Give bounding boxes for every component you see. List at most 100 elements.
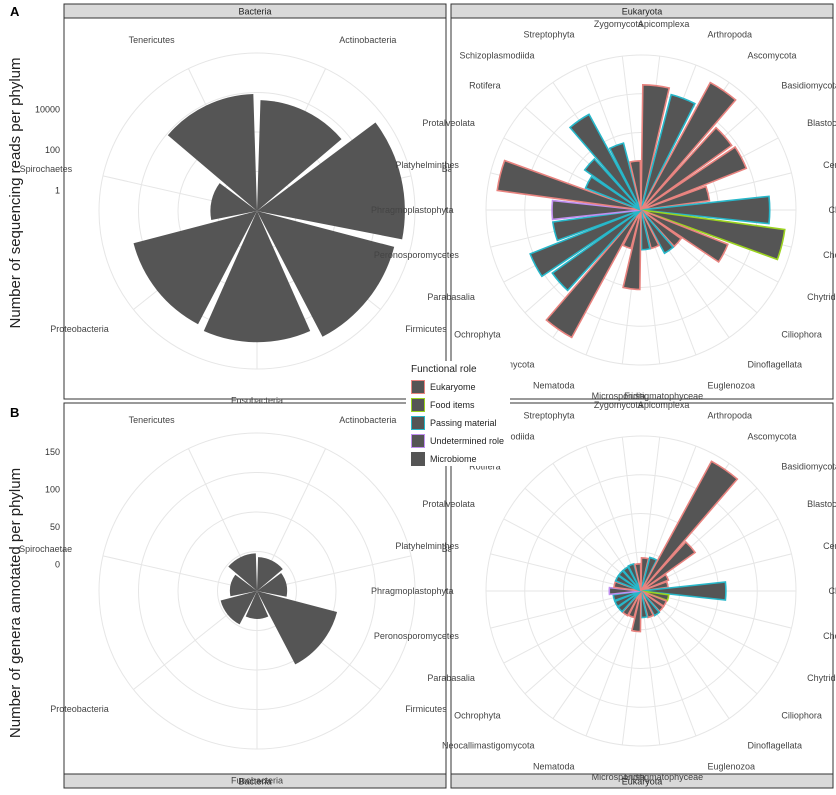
category-label: Basidiomycota bbox=[781, 81, 836, 91]
facet-strip bbox=[450, 773, 834, 789]
category-label: Spirochaetae bbox=[19, 544, 72, 554]
category-label: Parabasalia bbox=[427, 673, 475, 683]
y-tick-label: 10000 bbox=[35, 105, 60, 115]
y-tick-label: 100 bbox=[45, 145, 60, 155]
legend-label: Food items bbox=[430, 400, 475, 410]
category-label: Microsporidia bbox=[592, 391, 646, 401]
category-label: Zygomycota bbox=[594, 400, 643, 410]
bar-arthropoda bbox=[640, 93, 696, 211]
category-label: Apicomplexa bbox=[638, 400, 690, 410]
category-label: Ochrophyta bbox=[454, 329, 501, 339]
bar-chlorophyta bbox=[640, 581, 727, 601]
category-label: Blastocladiomycota bbox=[807, 118, 836, 128]
category-label: Chytridiomycota bbox=[807, 673, 836, 683]
legend-item-passing-material: Passing material bbox=[411, 414, 505, 432]
bar-ascomycota bbox=[640, 460, 739, 592]
y-tick-label: 100 bbox=[45, 484, 60, 494]
category-label: Peronosporomycetes bbox=[374, 250, 460, 260]
legend-label: Microbiome bbox=[430, 454, 477, 464]
category-label: Apicomplexa bbox=[638, 19, 690, 29]
category-label: Platyhelminthes bbox=[395, 541, 459, 551]
category-label: Schizoplasmodiida bbox=[459, 51, 534, 61]
bar-firmicutes bbox=[257, 211, 395, 337]
bar-spirochaetae bbox=[229, 574, 257, 597]
legend-swatch-undetermined-role bbox=[411, 434, 425, 448]
panel-b-bacteria: BacteriaActinobacteriaBacteroidetesFirmi… bbox=[19, 402, 497, 789]
facet-strip bbox=[450, 3, 834, 19]
category-label: Zygomycota bbox=[594, 19, 643, 29]
category-label: Blastocladiomycota bbox=[807, 499, 836, 509]
facet-label: Bacteria bbox=[238, 777, 271, 787]
bar-platyhelminthes bbox=[496, 159, 642, 211]
category-label: Chordata bbox=[823, 631, 836, 641]
category-label: Streptophyta bbox=[523, 411, 574, 421]
y-tick-label: 0 bbox=[55, 560, 60, 570]
legend-title: Functional role bbox=[411, 364, 477, 375]
category-label: Ascomycota bbox=[748, 432, 797, 442]
category-label: Ciliophora bbox=[781, 710, 822, 720]
panel-letter-b: B bbox=[10, 405, 19, 420]
bar-tenericutes bbox=[167, 94, 257, 211]
facet-label: Eukaryota bbox=[622, 7, 663, 17]
category-label: Tenericutes bbox=[129, 415, 176, 425]
bar-euglenozoa bbox=[640, 209, 661, 250]
bar-spirochaetes bbox=[210, 183, 257, 220]
legend-item-microbiome: Microbiome bbox=[411, 450, 505, 468]
bar-rotifera bbox=[583, 157, 642, 211]
category-label: Ascomycota bbox=[748, 51, 797, 61]
category-label: Platyhelminthes bbox=[395, 160, 459, 170]
category-label: Chlorophyta bbox=[829, 586, 836, 596]
category-label: Tenericutes bbox=[129, 35, 176, 45]
bar-chordata bbox=[640, 209, 786, 261]
bar-dinoflagellata bbox=[640, 590, 661, 617]
facet-label: Eukaryota bbox=[622, 777, 663, 787]
category-label: Proteobacteria bbox=[50, 704, 109, 714]
y-tick-label: 50 bbox=[50, 522, 60, 532]
category-label: Basidiomycota bbox=[781, 462, 836, 472]
category-label: Dinoflagellata bbox=[748, 359, 803, 369]
category-label: Parabasalia bbox=[427, 292, 475, 302]
legend-label: Eukaryome bbox=[430, 382, 476, 392]
panel-frame bbox=[63, 402, 447, 789]
bar-basidiomycota bbox=[640, 540, 697, 592]
category-label: Rotifera bbox=[469, 81, 501, 91]
bar-eustigmatophyceae bbox=[640, 209, 651, 251]
panel-a-bacteria: BacteriaActinobacteriaBacteroidetesFirmi… bbox=[20, 3, 497, 406]
bar-chlorophyta bbox=[640, 195, 771, 225]
bar-neocallimastigomycota bbox=[545, 209, 642, 339]
bar-blastocladiomycota bbox=[640, 145, 748, 211]
category-label: Rotifera bbox=[469, 462, 501, 472]
category-label: Protalveolata bbox=[422, 118, 475, 128]
category-label: Eustigmatophyceae bbox=[624, 391, 703, 401]
category-label: Cercozoa bbox=[823, 541, 836, 551]
legend-label: Passing material bbox=[430, 418, 497, 428]
bar-parabasalia bbox=[529, 209, 642, 278]
category-label: Proteobacteria bbox=[50, 324, 109, 334]
category-label: Fusobacteria bbox=[231, 776, 283, 786]
bar-bacteroidetes bbox=[257, 122, 405, 240]
bar-zygomycota bbox=[633, 562, 642, 592]
legend-swatch-passing-material bbox=[411, 416, 425, 430]
category-label: Firmicutes bbox=[405, 704, 447, 714]
bar-schizoplasmodiida bbox=[568, 113, 642, 211]
category-label: Chlorophyta bbox=[829, 205, 836, 215]
bar-fusobacteria bbox=[245, 591, 269, 619]
bar-ascomycota bbox=[640, 81, 737, 211]
category-label: Euglenozoa bbox=[708, 380, 756, 390]
bar-zygomycota bbox=[628, 159, 642, 211]
legend-label: Undetermined role bbox=[430, 436, 505, 446]
panel-a-eukaryota: Eukaryota Apicomplexa Arthropoda Ascomycota… bbox=[371, 3, 836, 401]
category-label: Peronosporomycetes bbox=[374, 631, 460, 641]
bar-cercozoa bbox=[640, 185, 711, 211]
bar-proteobacteria bbox=[133, 211, 257, 325]
category-label: Nematoda bbox=[533, 761, 575, 771]
y-tick-label: 150 bbox=[45, 447, 60, 457]
bar-blastocladiomycota bbox=[640, 573, 670, 592]
category-label: Spirochaetes bbox=[20, 164, 73, 174]
y-tick-label: 1 bbox=[55, 186, 60, 196]
category-label: Chytridiomycota bbox=[807, 292, 836, 302]
bar-chytridiomycota bbox=[640, 209, 729, 264]
bar-protalveolata bbox=[584, 175, 642, 211]
legend: Functional role Eukaryome Food items Pas… bbox=[406, 361, 510, 466]
bar-ochrophyta bbox=[551, 209, 642, 292]
